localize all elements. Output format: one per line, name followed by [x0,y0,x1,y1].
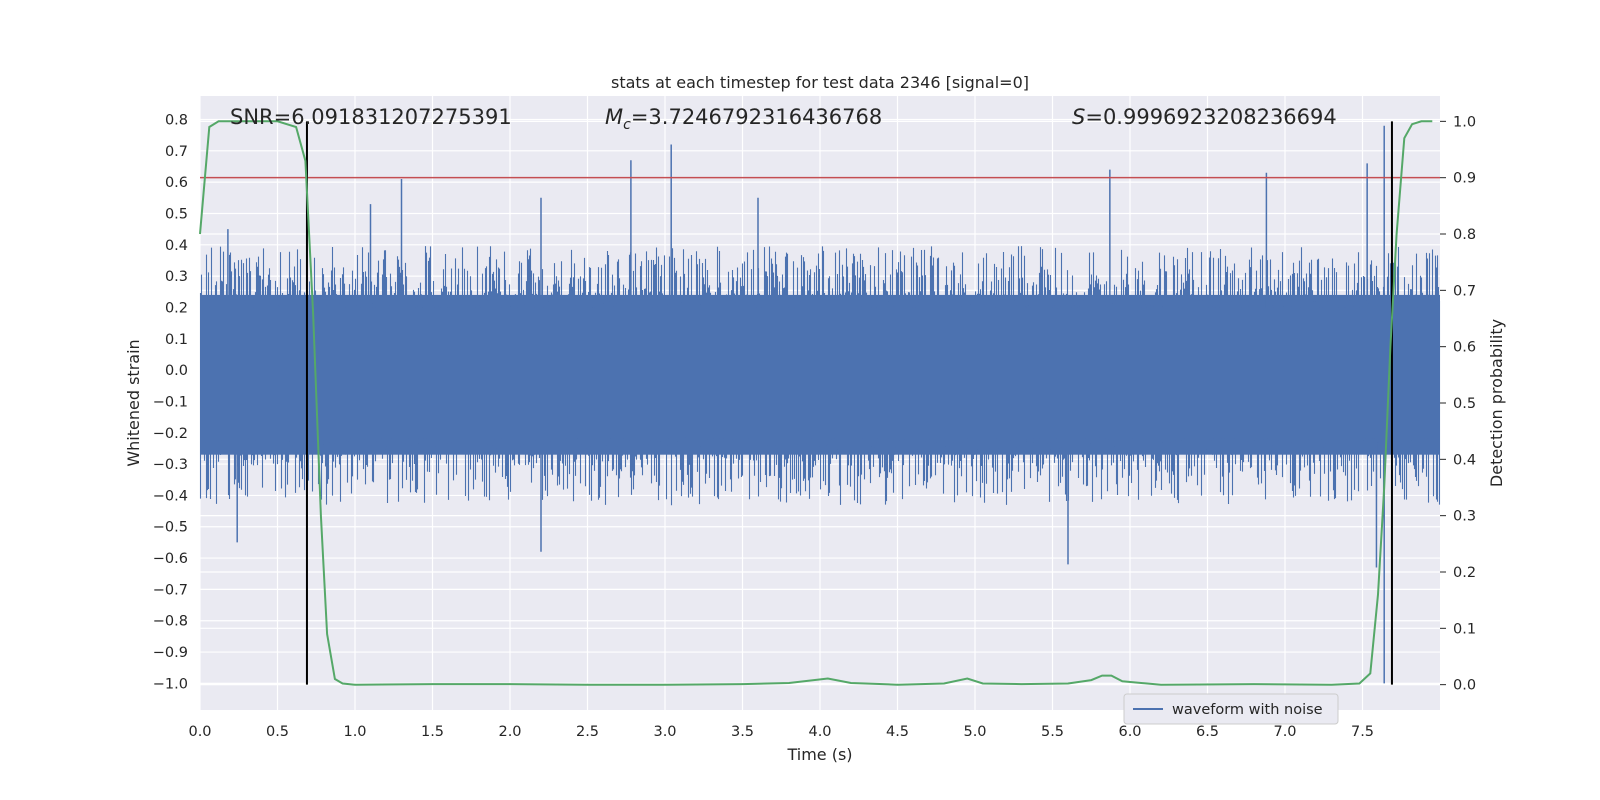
x-tick-label: 5.5 [1041,724,1064,740]
x-tick-labels: 0.0 0.5 1.0 1.5 2.0 2.5 3.0 3.5 4.0 4.5 5.0 5.5 6.0 6… [188,724,1374,740]
y-tick-label: −0.1 [153,394,188,410]
y2-axis-label: Detection probability [1487,319,1506,487]
x-tick-label: 7.5 [1351,724,1374,740]
x-tick-label: 0.5 [266,724,289,740]
y2-tick-label: 1.0 [1453,114,1476,130]
y2-tick-label: 0.3 [1453,509,1476,525]
chart-title: stats at each timestep for test data 234… [611,73,1029,92]
y-tick-label: 0.5 [165,206,188,222]
y-tick-label: 0.2 [165,300,188,316]
y2-tick-label: 0.5 [1453,396,1476,412]
y-axis-label: Whitened strain [124,339,143,466]
y-tick-label: 0.3 [165,269,188,285]
y2-tick-label: 0.2 [1453,565,1476,581]
y2-tick-labels: 1.0 0.9 0.8 0.7 0.6 0.5 0.4 0.3 0.2 0.1 0.0 [1440,114,1476,694]
vertical-markers [305,121,1393,685]
x-tick-label: 2.5 [576,724,599,740]
x-tick-label: 6.0 [1118,724,1141,740]
x-tick-label: 3.0 [653,724,676,740]
x-tick-label: 5.0 [963,724,986,740]
legend-box [1123,693,1339,725]
x-tick-label: 0.0 [188,724,211,740]
legend-label: waveform with noise [1172,702,1323,718]
y2-tick-label: 0.7 [1453,283,1476,299]
y-tick-label: 0.7 [165,144,188,160]
x-tick-label: 6.5 [1196,724,1219,740]
x-tick-label: 3.5 [731,724,754,740]
snr-annotation: SNR=6.091831207275391 [230,105,512,129]
y-tick-label: −0.4 [153,488,188,504]
s-annotation: S=0.9996923208236694 [1072,105,1337,129]
y-tick-label: −0.6 [153,551,188,567]
y2-tick-label: 0.4 [1453,452,1476,468]
y-tick-label: −0.9 [153,645,188,661]
chirp-mass-annotation: Mc=3.7246792316436768 [605,105,882,133]
x-tick-label: 1.0 [343,724,366,740]
legend: waveform with noise [1123,693,1339,725]
x-tick-label: 2.0 [498,724,521,740]
y-tick-label: −0.5 [153,520,188,536]
y-tick-label: 0.8 [165,112,188,128]
y2-tick-label: 0.9 [1453,171,1476,187]
y2-tick-label: 0.6 [1453,340,1476,356]
y-tick-label: −1.0 [153,676,188,692]
x-axis-label: Time (s) [786,745,852,764]
y-tick-label: −0.2 [153,426,188,442]
detection-probability-line [199,120,1433,686]
y-tick-label: 0.0 [165,363,188,379]
y-tick-label: −0.8 [153,614,188,630]
y-tick-label: −0.3 [153,457,188,473]
x-tick-label: 7.0 [1273,724,1296,740]
waveform-peaks [227,125,1385,684]
x-tick-label: 4.0 [808,724,831,740]
y-tick-label: −0.7 [153,582,188,598]
y2-tick-label: 0.8 [1453,227,1476,243]
y-tick-label: 0.4 [165,238,188,254]
y2-tick-label: 0.0 [1453,678,1476,694]
x-tick-label: 1.5 [421,724,444,740]
y-tick-labels: 0.8 0.7 0.6 0.5 0.4 0.3 0.2 0.1 0.0 −0.1 −0.2 −0.3 −… [153,112,188,692]
y2-tick-label: 0.1 [1453,621,1476,637]
x-tick-label: 4.5 [886,724,909,740]
y-tick-label: 0.1 [165,332,188,348]
y-tick-label: 0.6 [165,175,188,191]
